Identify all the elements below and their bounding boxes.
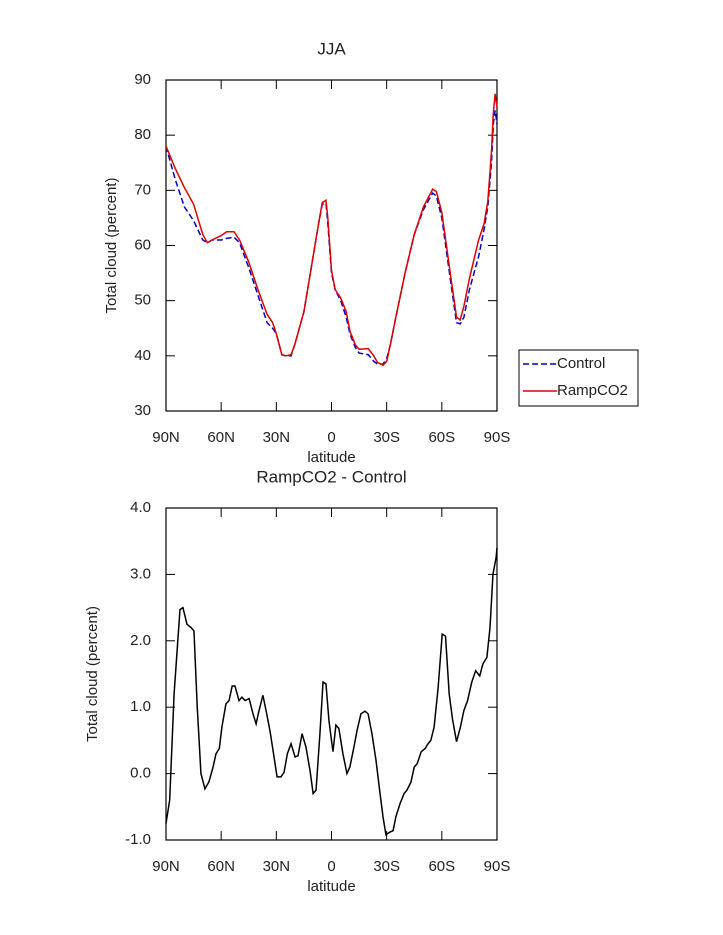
x-tick-label: 30S <box>373 429 400 446</box>
x-tick-label: 90N <box>152 429 180 446</box>
data-line <box>165 110 498 365</box>
data-line <box>165 547 498 836</box>
x-axis-label: latitude <box>307 878 355 895</box>
legend-label: Control <box>557 355 605 372</box>
x-axis-label: latitude <box>307 449 355 466</box>
plot-frame <box>165 79 498 412</box>
x-tick-label: 60N <box>207 429 235 446</box>
y-tick-label: 40 <box>134 347 151 364</box>
y-tick-label: 50 <box>134 292 151 309</box>
y-tick-label: 60 <box>134 236 151 253</box>
y-tick-label: 90 <box>134 71 151 88</box>
x-tick-label: 60N <box>207 858 235 875</box>
x-tick-label: 60S <box>428 429 455 446</box>
data-line <box>165 93 498 367</box>
y-tick-label: 80 <box>134 126 151 143</box>
x-tick-label: 90S <box>484 858 511 875</box>
x-tick-label: 60S <box>428 858 455 875</box>
legend-box <box>518 349 639 407</box>
y-tick-label: 4.0 <box>130 499 151 516</box>
y-tick-label: 30 <box>134 402 151 419</box>
x-tick-label: 90S <box>484 429 511 446</box>
y-axis-label: Total cloud (percent) <box>103 178 120 314</box>
y-axis-label: Total cloud (percent) <box>84 606 101 742</box>
y-tick-label: -1.0 <box>125 831 151 848</box>
legend-label: RampCO2 <box>557 382 628 399</box>
chart-title: RampCO2 - Control <box>256 467 406 486</box>
y-tick-label: 0.0 <box>130 765 151 782</box>
x-tick-label: 0 <box>327 858 335 875</box>
x-tick-label: 30N <box>263 858 291 875</box>
x-tick-label: 90N <box>152 858 180 875</box>
y-tick-label: 3.0 <box>130 565 151 582</box>
x-tick-label: 0 <box>327 429 335 446</box>
y-tick-label: 2.0 <box>130 632 151 649</box>
y-tick-label: 1.0 <box>130 698 151 715</box>
chart-title: JJA <box>317 39 346 58</box>
x-tick-label: 30S <box>373 858 400 875</box>
x-tick-label: 30N <box>263 429 291 446</box>
y-tick-label: 70 <box>134 181 151 198</box>
